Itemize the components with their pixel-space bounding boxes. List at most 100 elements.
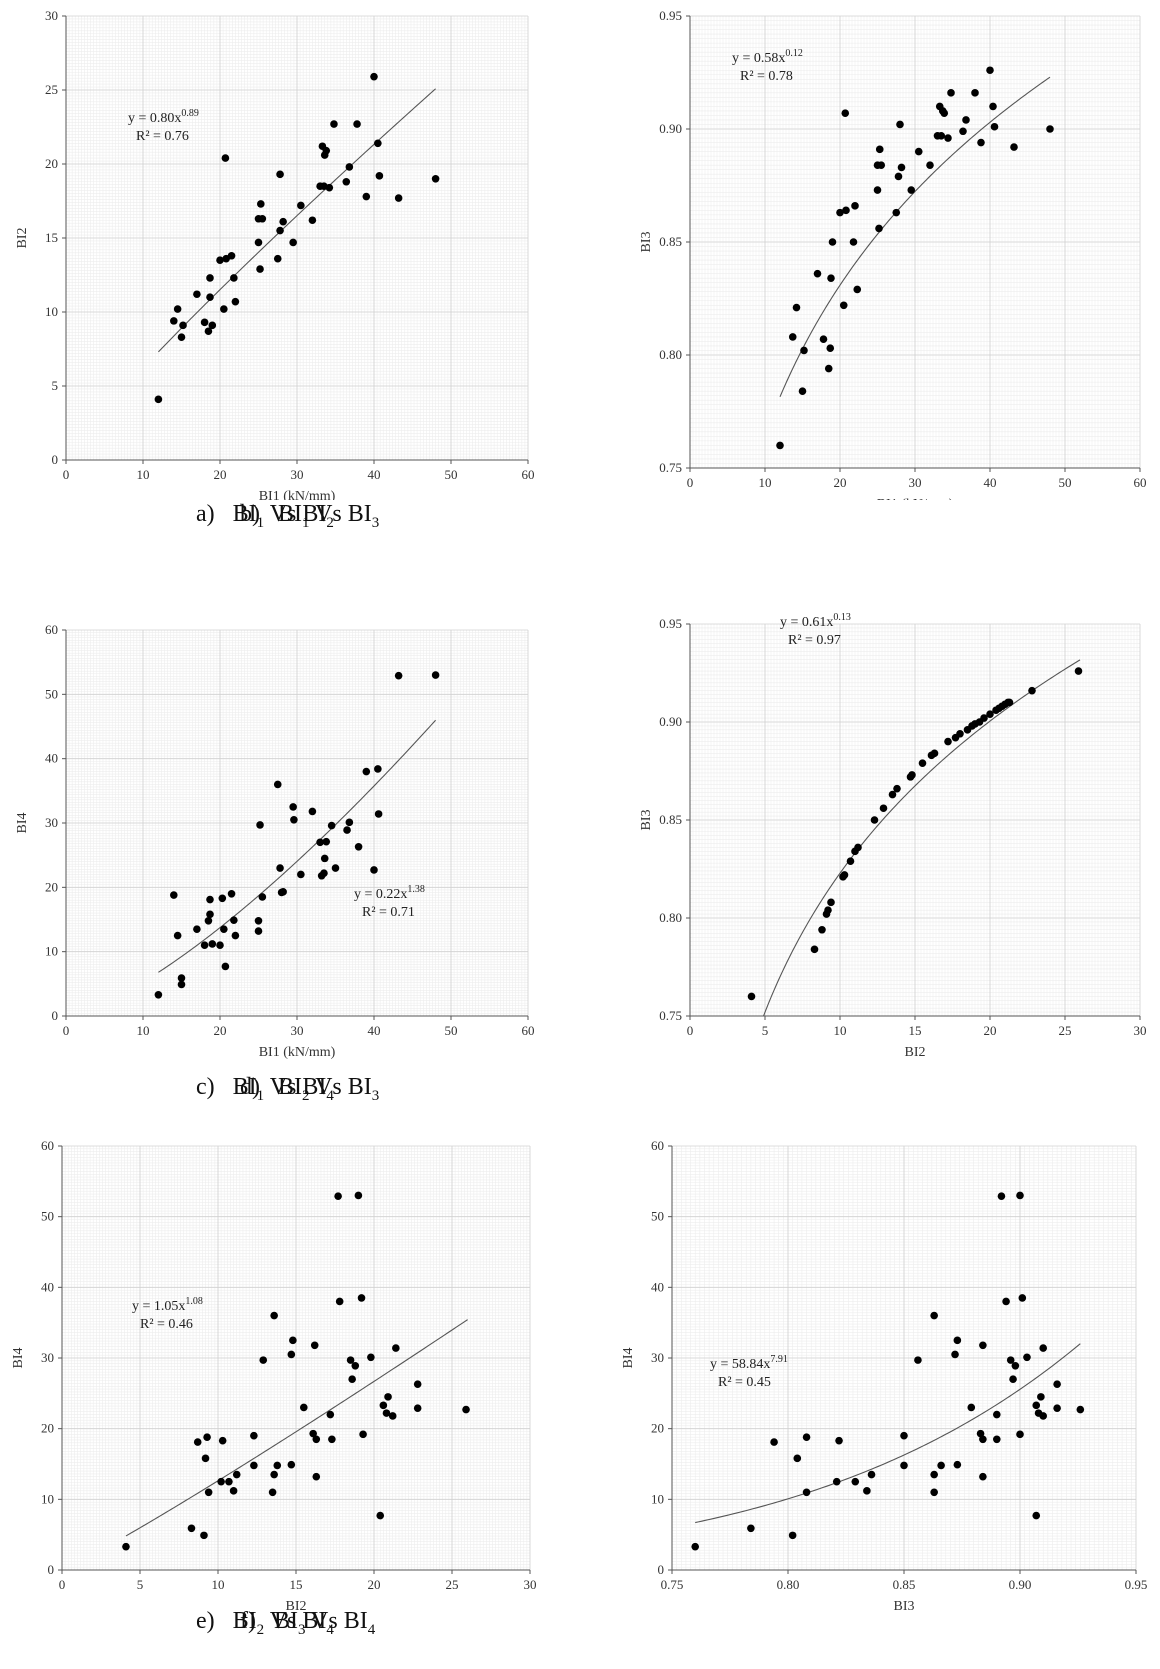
data-point bbox=[873, 186, 882, 194]
data-point bbox=[977, 138, 985, 147]
data-point bbox=[388, 1412, 397, 1420]
data-point bbox=[818, 925, 826, 934]
data-point bbox=[1074, 667, 1083, 675]
data-point bbox=[218, 894, 227, 903]
y-tick-label: 20 bbox=[651, 1421, 664, 1436]
data-point bbox=[374, 139, 382, 148]
data-point bbox=[220, 305, 228, 313]
x-axis-label: BI2 bbox=[286, 1599, 307, 1614]
data-point bbox=[273, 254, 282, 263]
data-point bbox=[849, 238, 858, 246]
data-point bbox=[431, 671, 440, 679]
y-axis-label: BI3 bbox=[639, 232, 654, 253]
data-point bbox=[312, 1472, 321, 1481]
y-axis-label: BI4 bbox=[621, 1348, 636, 1369]
data-point bbox=[297, 870, 305, 879]
data-point bbox=[1016, 1191, 1024, 1200]
data-point bbox=[230, 916, 238, 924]
data-point bbox=[989, 102, 997, 111]
data-point bbox=[940, 109, 949, 117]
data-point bbox=[918, 759, 927, 767]
data-point bbox=[297, 201, 305, 210]
figure-caption: f) BI3 Vs BI4 bbox=[240, 1608, 376, 1638]
data-point bbox=[1010, 143, 1018, 151]
data-point bbox=[227, 251, 236, 260]
data-point bbox=[967, 1403, 976, 1412]
data-point bbox=[273, 1461, 282, 1470]
data-points bbox=[122, 1191, 470, 1551]
data-point bbox=[231, 931, 240, 940]
data-point bbox=[256, 265, 264, 273]
r-squared: R² = 0.45 bbox=[718, 1375, 771, 1390]
data-point bbox=[287, 1460, 296, 1469]
data-point bbox=[1002, 1297, 1010, 1306]
data-point bbox=[231, 297, 240, 306]
x-tick-label: 15 bbox=[909, 1023, 922, 1038]
data-point bbox=[979, 1341, 987, 1350]
scatter-chart: 0 5 10 15 20 25 30 0 10 20 30 40 50 60 BI2 BI4 y = 1.05x… bbox=[11, 1138, 537, 1614]
y-tick-label: 20 bbox=[45, 879, 58, 894]
data-point bbox=[1039, 1412, 1047, 1420]
data-point bbox=[353, 120, 361, 128]
data-point bbox=[204, 327, 213, 336]
data-point bbox=[827, 274, 835, 282]
y-tick-label: 40 bbox=[651, 1279, 664, 1294]
data-point bbox=[342, 177, 351, 186]
data-point bbox=[788, 1531, 797, 1540]
x-tick-label: 0 bbox=[687, 475, 694, 490]
data-point bbox=[170, 317, 178, 325]
data-point bbox=[206, 293, 214, 302]
data-point bbox=[747, 992, 756, 1001]
data-point bbox=[379, 1401, 388, 1410]
data-point bbox=[863, 1487, 871, 1495]
data-point bbox=[382, 1409, 391, 1417]
data-point bbox=[1037, 1393, 1045, 1401]
data-point bbox=[345, 163, 354, 171]
data-point bbox=[254, 916, 263, 925]
trendline bbox=[125, 1319, 468, 1537]
data-point bbox=[362, 192, 371, 201]
data-point bbox=[835, 1436, 843, 1445]
data-point bbox=[770, 1438, 778, 1446]
data-point bbox=[170, 891, 178, 899]
data-point bbox=[374, 810, 383, 818]
data-point bbox=[1005, 698, 1014, 707]
x-tick-label: 20 bbox=[214, 1023, 227, 1038]
y-axis-label: BI2 bbox=[15, 228, 30, 249]
y-axis-label: BI3 bbox=[639, 810, 654, 831]
data-point bbox=[254, 238, 263, 247]
y-tick-label: 30 bbox=[45, 815, 58, 830]
data-point bbox=[1016, 1430, 1024, 1439]
data-point bbox=[986, 66, 994, 75]
data-point bbox=[208, 321, 217, 330]
r-squared: R² = 0.76 bbox=[136, 129, 189, 144]
data-point bbox=[200, 318, 209, 327]
data-point bbox=[206, 895, 214, 904]
data-point bbox=[894, 172, 903, 181]
x-tick-label: 30 bbox=[291, 467, 304, 482]
y-tick-label: 40 bbox=[45, 751, 58, 766]
y-tick-label: 0.80 bbox=[659, 347, 682, 362]
data-point bbox=[930, 1470, 938, 1479]
y-tick-label: 0.85 bbox=[659, 812, 682, 827]
data-point bbox=[257, 200, 265, 208]
data-point bbox=[900, 1461, 908, 1470]
r-squared: R² = 0.71 bbox=[362, 905, 415, 920]
x-tick-label: 50 bbox=[445, 1023, 458, 1038]
data-point bbox=[1011, 1361, 1020, 1370]
data-point bbox=[832, 1477, 841, 1486]
r-squared: R² = 0.78 bbox=[740, 69, 793, 84]
data-point bbox=[893, 784, 901, 793]
data-point bbox=[204, 916, 213, 925]
data-point bbox=[1046, 125, 1054, 133]
y-tick-label: 60 bbox=[651, 1138, 664, 1153]
data-point bbox=[896, 120, 904, 129]
data-point bbox=[937, 1461, 945, 1470]
data-point bbox=[879, 804, 888, 813]
x-tick-label: 30 bbox=[909, 475, 922, 490]
data-point bbox=[888, 790, 897, 799]
data-point bbox=[937, 131, 946, 140]
data-point bbox=[193, 925, 201, 933]
data-point bbox=[193, 290, 201, 299]
x-tick-label: 20 bbox=[368, 1577, 381, 1592]
